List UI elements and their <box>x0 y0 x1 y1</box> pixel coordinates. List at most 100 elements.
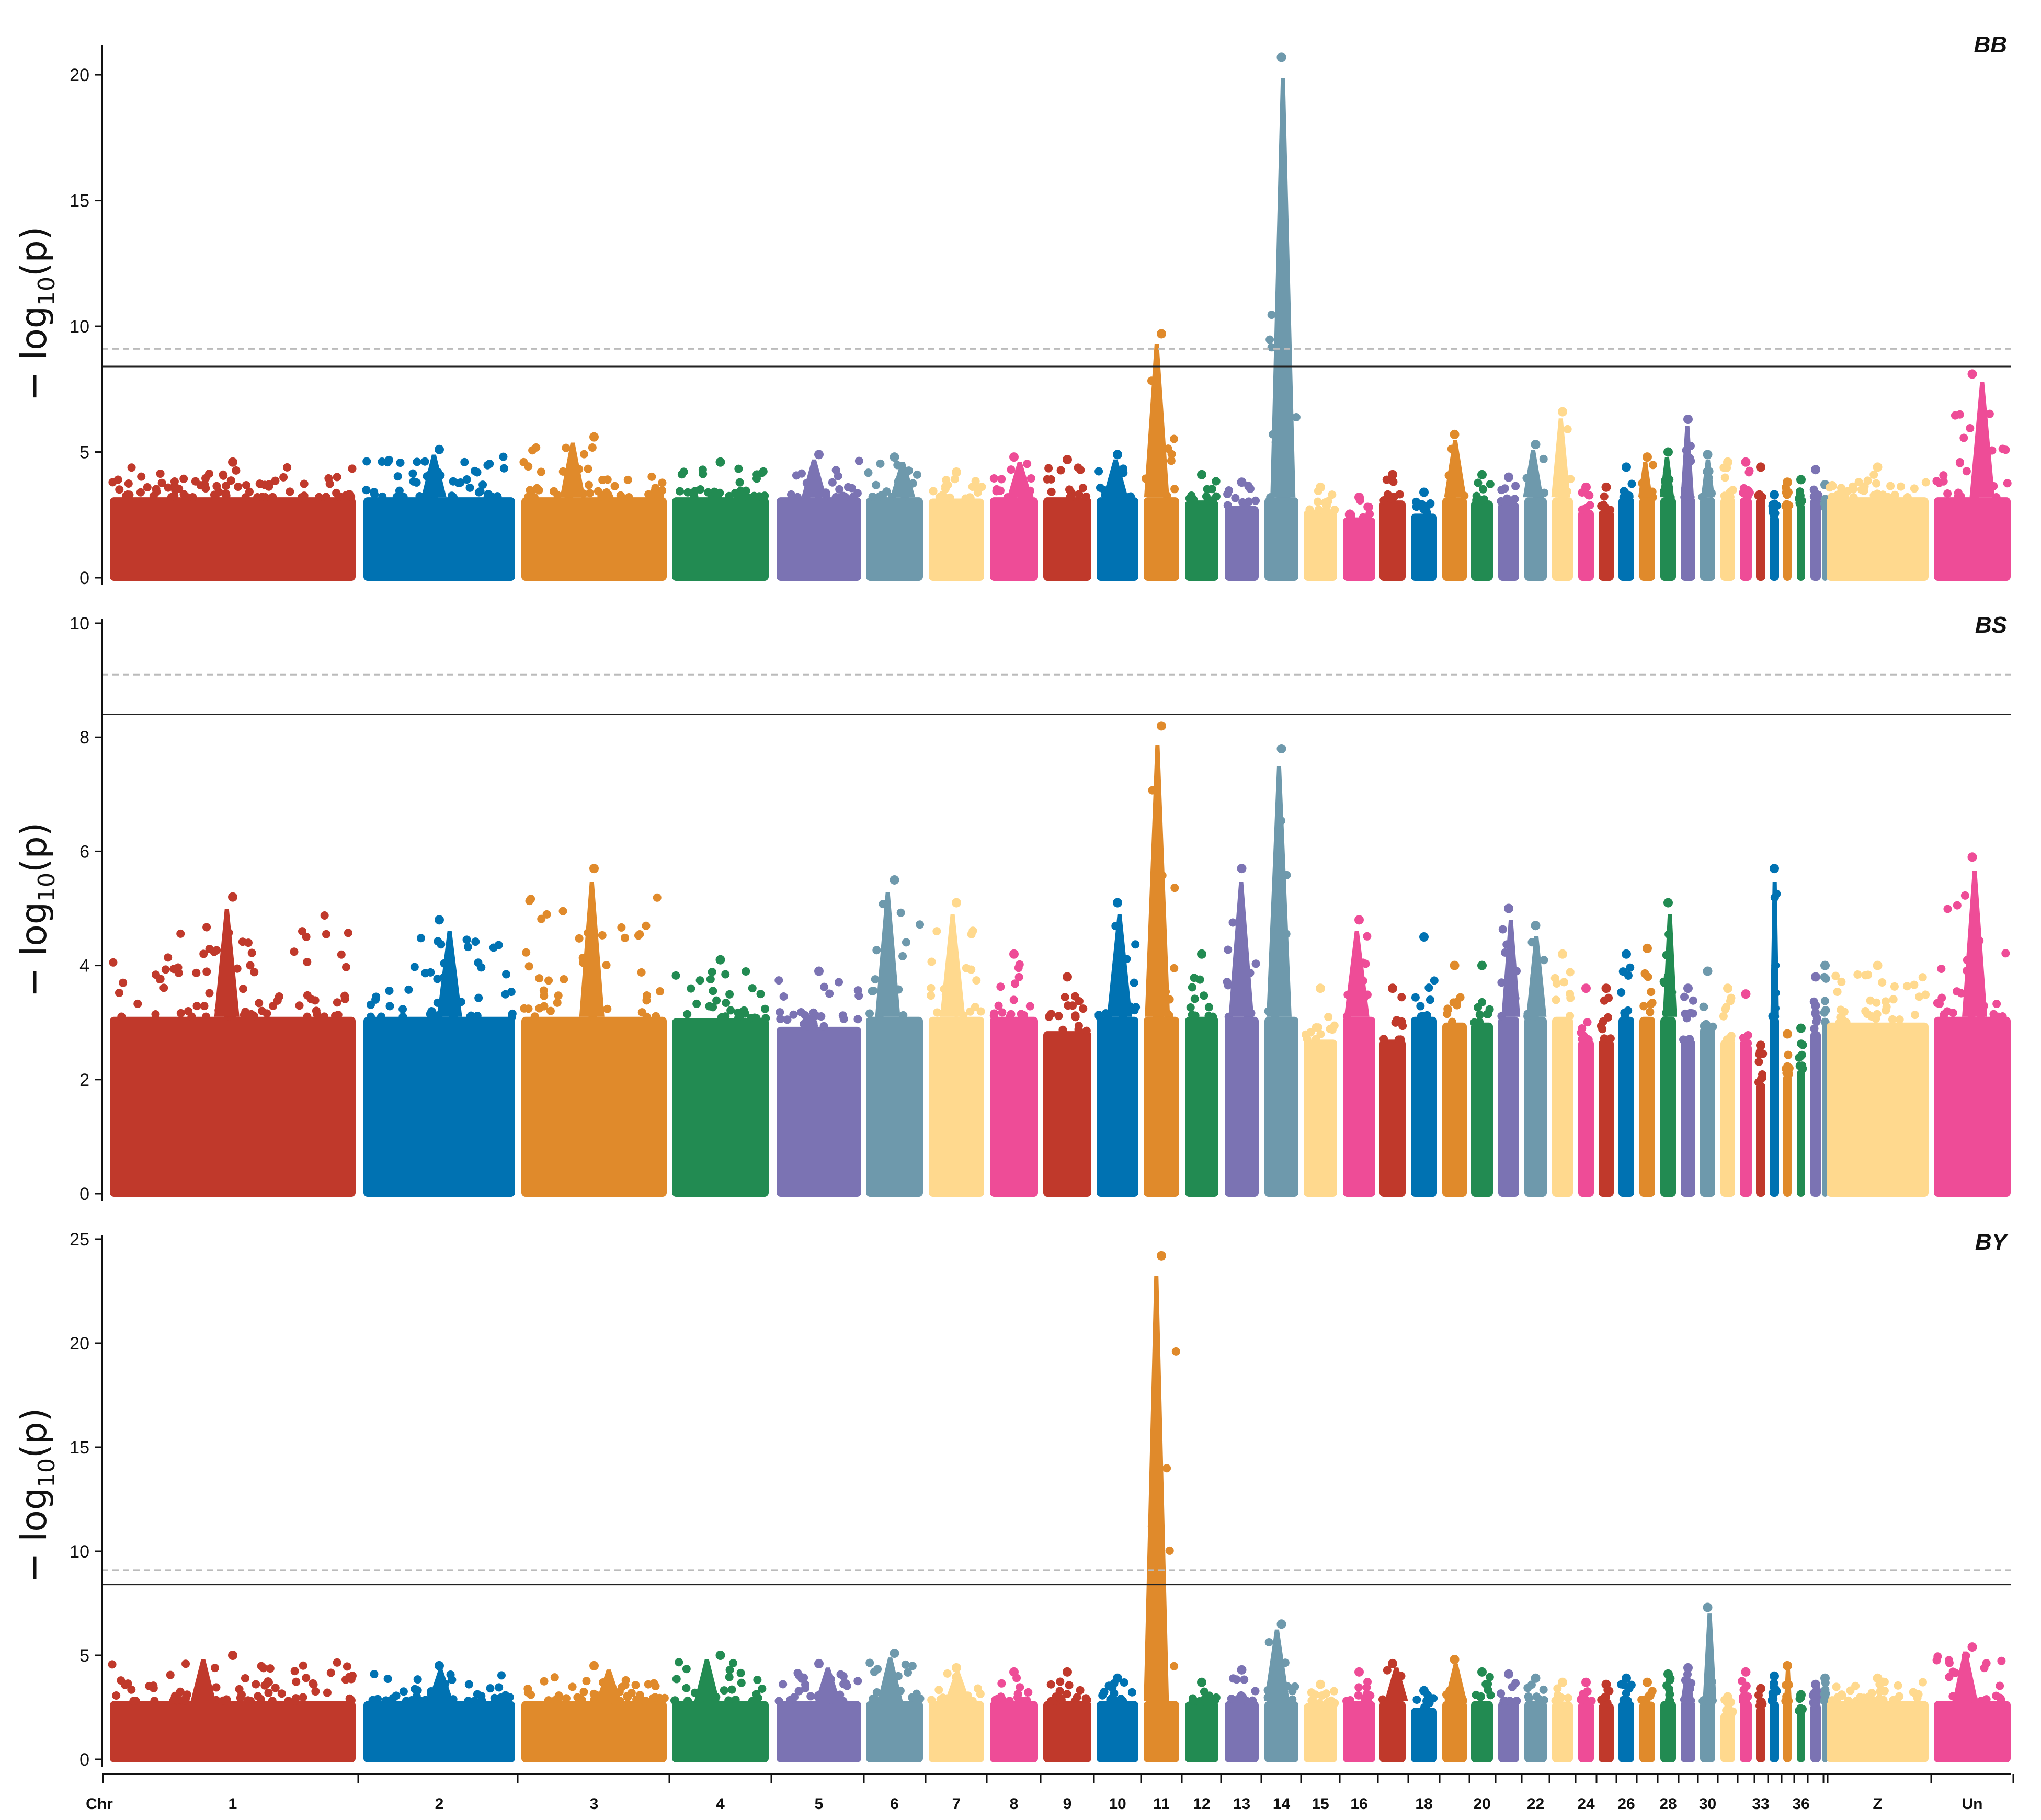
bb-chr-8-point <box>997 475 1006 484</box>
by-chr-1-point <box>169 1695 178 1704</box>
bs-chr-3-point <box>603 1004 612 1013</box>
bb-chr-36-dense-points <box>1797 504 1805 581</box>
bb-chr-3-peak-column <box>560 442 586 498</box>
by-chr-1-point <box>166 1670 175 1679</box>
bb-chr-16-point <box>1359 513 1367 522</box>
bs-chr-1-point <box>320 1012 329 1021</box>
bb-chr-11-dense-points <box>1144 497 1179 581</box>
bb-chr-2-point <box>395 486 404 495</box>
bb-chr-2-peak-column <box>421 454 447 498</box>
by-chr-11-points <box>1144 1251 1180 1762</box>
bs-chr-6-peak-point <box>890 875 899 885</box>
bs-chr-4-point <box>752 1014 761 1023</box>
bs-chr-10-point <box>1130 978 1138 987</box>
bs-chr-21-peak-point <box>1504 903 1513 913</box>
bb-chr-4-point <box>677 470 686 479</box>
bs-chr-11-dense-points <box>1144 1016 1179 1197</box>
by-chr-3-point <box>544 1697 553 1705</box>
bb-chr-15-points <box>1304 482 1339 581</box>
bb-chr-5-point <box>793 493 802 501</box>
bs-chr-15-point <box>1324 1013 1333 1022</box>
bs-chr-4-point <box>725 990 734 999</box>
by-chr-6-point <box>873 1665 882 1674</box>
bb-chr-7-point <box>945 493 954 502</box>
bs-chr-18-peak-point <box>1419 932 1429 942</box>
bb-chr-1-point <box>170 482 179 490</box>
bs-chr-20-points <box>1470 960 1494 1197</box>
bb-chr-6-point <box>882 487 891 496</box>
by-chr-34-points <box>1768 1671 1781 1762</box>
by-chr-4-peak-column <box>694 1659 720 1701</box>
bs-chr-1-point <box>312 1006 321 1015</box>
x-tick-label-chr-24: 24 <box>1577 1795 1595 1813</box>
bs-chr-3-peak-point <box>589 864 599 874</box>
bb-chr-2-point <box>408 469 417 478</box>
by-chr-16-point <box>1342 1697 1351 1705</box>
bs-chr-1-point <box>240 1011 248 1020</box>
bs-chr-4-point <box>742 967 750 976</box>
bs-chr-29-dense-points <box>1681 1039 1695 1197</box>
bb-chr-3-point <box>584 464 592 473</box>
bb-chr-7-point <box>950 475 959 484</box>
bb-chr-2-points <box>362 444 515 581</box>
by-chr-1-point <box>299 1661 307 1670</box>
by-chr-6-peak-point <box>890 1649 899 1658</box>
bb-chr-1-point <box>212 482 221 490</box>
bb-chr-9-points <box>1043 454 1091 581</box>
bs-chr-37-point <box>1812 1017 1821 1026</box>
bs-chr-8-point <box>1014 972 1023 981</box>
bs-chr-18-point <box>1416 1002 1425 1011</box>
bb-chr-6-points <box>864 452 923 581</box>
by-chr-Un-point <box>1992 1691 2001 1700</box>
bs-chr-4-point <box>706 975 715 983</box>
by-chr-11-point <box>1165 1546 1174 1555</box>
bb-chr-1-point <box>221 482 230 490</box>
by-chr-4-points <box>670 1651 769 1762</box>
bs-chr-37-dense-points <box>1810 1031 1821 1197</box>
bb-chr-29-peak-point <box>1683 415 1693 424</box>
by-chr-7-peak-point <box>952 1663 961 1673</box>
bs-chr-33-peak-point <box>1756 1040 1765 1050</box>
bs-chr-12-point <box>1190 994 1199 1003</box>
bb-chr-Un-point <box>1962 467 1971 476</box>
bs-chr-37-point <box>1810 1024 1819 1033</box>
by-chr-36-dense-points <box>1797 1711 1805 1762</box>
by-chr-1-point <box>277 1689 286 1698</box>
bs-chr-Z-point <box>1840 1008 1849 1016</box>
bb-chr-22-peak-point <box>1531 440 1541 450</box>
bs-chr-5-point <box>774 976 783 985</box>
by-chr-1-point <box>244 1696 253 1705</box>
bb-chr-11-point <box>1167 456 1176 465</box>
x-tick-label-chr-4: 4 <box>716 1795 725 1813</box>
bb-chr-15-point <box>1328 490 1337 499</box>
bb-chr-1-point <box>261 493 270 501</box>
by-chr-2-point <box>477 1696 486 1705</box>
bb-y-tick-label: 10 <box>70 317 89 337</box>
by-chr-7-point <box>943 1669 952 1678</box>
bb-chr-7-point <box>929 487 938 496</box>
bb-chr-19-dense-points <box>1442 497 1467 581</box>
by-chr-24-dense-points <box>1578 1701 1594 1762</box>
by-chr-2-point <box>370 1670 379 1679</box>
by-chr-9-point <box>1065 1681 1074 1690</box>
bb-chr-Z-point <box>1869 470 1878 479</box>
bs-chr-32-points <box>1739 989 1752 1197</box>
bb-chr-27-dense-points <box>1639 497 1655 581</box>
bb-chr-5-point <box>797 469 806 478</box>
bb-chr-Z-dense-points <box>1827 497 1929 581</box>
by-chr-38-point <box>1821 1689 1830 1698</box>
bb-chr-13-points <box>1223 477 1260 581</box>
bs-chr-4-point <box>712 996 721 1005</box>
bb-chr-24-point <box>1584 491 1593 500</box>
bs-chr-29-point <box>1689 996 1697 1005</box>
bs-chr-5-point <box>819 1022 828 1031</box>
x-tick-label-chr-18: 18 <box>1415 1795 1432 1813</box>
by-chr-3-point <box>568 1682 577 1691</box>
bb-chr-31-peak-point <box>1723 457 1732 467</box>
by-chr-15-points <box>1304 1679 1339 1762</box>
by-chr-2-point <box>421 1696 430 1704</box>
bs-chr-35-peak-point <box>1783 1029 1792 1039</box>
bs-chr-1-point <box>176 929 185 938</box>
by-chr-4-point <box>682 1684 691 1692</box>
bs-chr-37-point <box>1811 1002 1820 1011</box>
